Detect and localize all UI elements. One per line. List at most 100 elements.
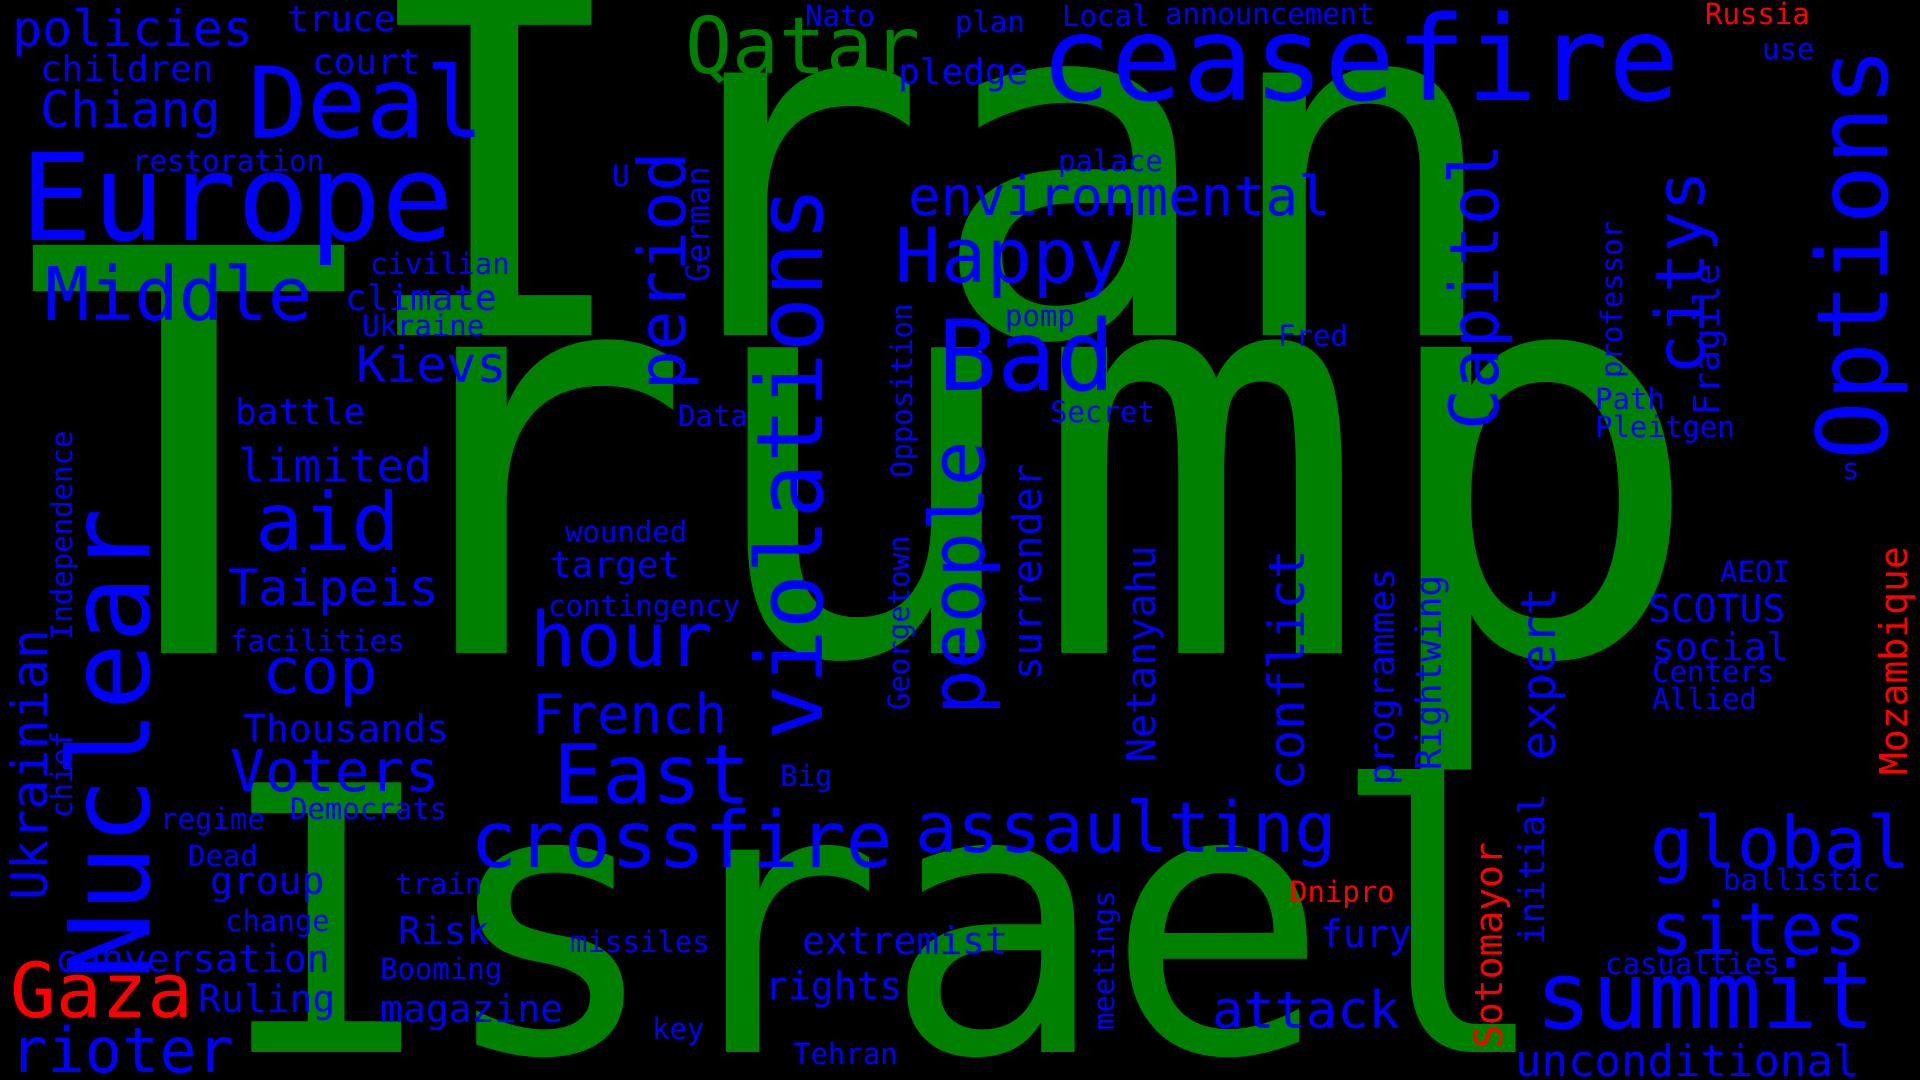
word-environmental: environmental <box>908 165 1331 228</box>
word-key: key <box>652 1012 705 1046</box>
word-group: group <box>210 859 325 903</box>
word-europe: Europe <box>20 130 454 269</box>
word-surrender: surrender <box>1005 463 1051 680</box>
word-data: Data <box>678 399 748 433</box>
word-capitol: Capitol <box>1436 143 1515 430</box>
word-magazine: magazine <box>380 987 564 1031</box>
word-israel: Israel <box>215 710 1552 1080</box>
word-policies: policies <box>12 0 253 58</box>
word-children: children <box>40 49 214 90</box>
word-path: Path <box>1595 382 1665 416</box>
word-scotus: SCOTUS <box>1648 587 1786 631</box>
word-cop: cop <box>262 635 378 709</box>
word-programmes: programmes <box>1362 568 1403 785</box>
word-conflict: conflict <box>1258 549 1316 790</box>
word-independence: Independence <box>45 430 79 640</box>
word-opposition: Opposition <box>885 303 919 478</box>
word-fragile: Fragile <box>1687 263 1728 415</box>
word-change: change <box>225 904 330 938</box>
word-expert: expert <box>1511 586 1567 760</box>
word-happy: Happy <box>895 211 1124 300</box>
word-sotomayor: Sotomayor <box>1467 842 1511 1048</box>
word-casualties: casualties <box>1605 947 1780 981</box>
word-options: Options <box>1797 46 1911 460</box>
word-violations: violations <box>737 186 844 740</box>
word-climate: climate <box>345 278 497 319</box>
word-taipeis: Taipeis <box>228 559 439 617</box>
word-summit: summit <box>1535 942 1875 1051</box>
word-tehran: Tehran <box>793 1037 898 1071</box>
word-fred: Fred <box>1278 319 1348 353</box>
word-voters: Voters <box>230 737 440 805</box>
word-palace: palace <box>1058 144 1163 178</box>
word-ceasefire: ceasefire <box>1040 0 1680 128</box>
word-train: train <box>395 867 483 901</box>
word-secret: Secret <box>1050 395 1155 429</box>
word-chiang: Chiang <box>40 81 221 139</box>
word-aid: aid <box>255 476 400 569</box>
word-ruling: Ruling <box>198 977 336 1021</box>
word-target: target <box>550 545 681 586</box>
word-social: social <box>1652 625 1790 669</box>
word-iran: Iran <box>350 0 1506 449</box>
word-rightwing: Rightwing <box>1409 574 1450 770</box>
word-german: German <box>679 166 717 282</box>
word-rights: rights <box>765 964 903 1008</box>
word-local: Local <box>1062 0 1150 33</box>
word-ukraine: Ukraine <box>362 309 485 343</box>
word-people: people <box>913 440 1002 715</box>
word-assaulting: assaulting <box>915 787 1337 869</box>
word-big: Big <box>780 759 833 793</box>
word-nato: Nato <box>805 0 875 33</box>
word-conversation: conversation <box>55 937 330 981</box>
word-crossfire: crossfire <box>470 796 893 886</box>
word-pledge: pledge <box>898 52 1029 93</box>
word-east: East <box>553 728 751 823</box>
word-kievs: Kievs <box>356 336 507 394</box>
word-pomp: pomp <box>1005 299 1075 333</box>
word-truce: truce <box>287 0 396 40</box>
word-facilities: facilities <box>230 624 405 658</box>
word-professor: professor <box>1595 220 1629 378</box>
word-thousands: Thousands <box>243 707 449 751</box>
word-sites: sites <box>1650 887 1867 971</box>
word-qatar: Qatar <box>685 2 920 92</box>
word-democrats: Democrats <box>290 792 448 826</box>
word-booming: Booming <box>380 952 503 986</box>
word-meetings: meetings <box>1087 890 1121 1030</box>
word-gaza: Gaza <box>10 946 194 1035</box>
word-trump: Trump <box>20 134 1706 786</box>
word-court: court <box>312 42 421 83</box>
word-french: French <box>532 683 728 746</box>
word-restoration: restoration <box>132 144 325 178</box>
word-extremist: extremist <box>802 919 1008 963</box>
word-dnipro: Dnipro <box>1290 875 1395 909</box>
word-russia: Russia <box>1705 0 1810 31</box>
word-netanyahu: Netanyahu <box>1119 545 1165 762</box>
word-centers: Centers <box>1652 655 1775 689</box>
word-battle: battle <box>235 392 366 433</box>
word-missiles: missiles <box>570 925 710 959</box>
word-civilian: civilian <box>370 247 510 281</box>
word-georgetown: Georgetown <box>882 535 916 710</box>
word-risk: Risk <box>398 909 490 953</box>
word-attack: attack <box>1212 981 1400 1041</box>
word-aeoi: AEOI <box>1720 555 1790 589</box>
word-allied: Allied <box>1652 682 1757 716</box>
word-bad: Bad <box>938 300 1116 414</box>
word-contingency: contingency <box>548 589 741 623</box>
word-u: U <box>612 159 630 193</box>
word-unconditional: unconditional <box>1515 1036 1860 1080</box>
word-s: s <box>1842 452 1860 486</box>
word-fury: fury <box>1320 912 1412 956</box>
word-middle: Middle <box>45 252 313 338</box>
word-rioter: rioter <box>10 1014 234 1080</box>
word-pleitgen: Pleitgen <box>1595 410 1735 444</box>
word-regime: regime <box>160 802 265 836</box>
word-plan: plan <box>955 5 1025 39</box>
word-limited: limited <box>238 439 432 493</box>
word-hour: hour <box>530 595 714 684</box>
word-initial: initial <box>1512 793 1553 945</box>
word-dead: Dead <box>188 839 258 873</box>
